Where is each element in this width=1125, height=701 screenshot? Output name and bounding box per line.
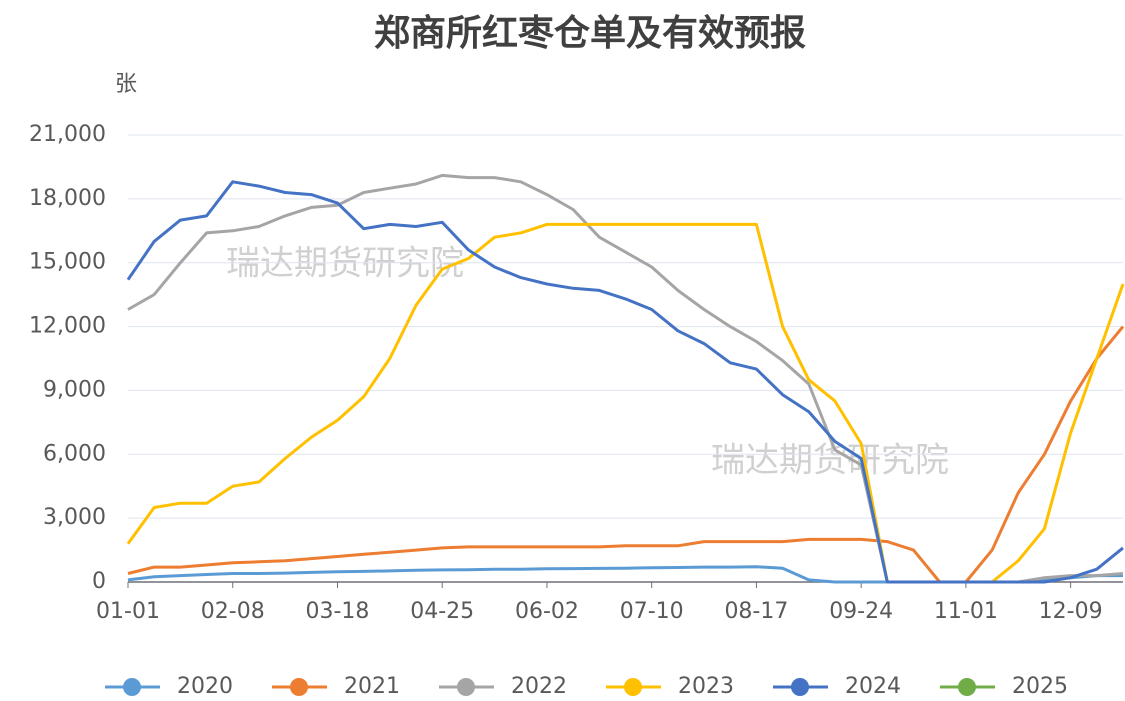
x-tick-label: 04-25 <box>410 599 474 624</box>
legend-label: 2023 <box>678 674 734 699</box>
legend-marker <box>624 678 642 696</box>
x-tick-label: 09-24 <box>829 599 893 624</box>
legend-marker <box>791 678 809 696</box>
watermark: 瑞达期货研究院 <box>711 441 949 481</box>
y-tick-label: 9,000 <box>43 377 106 402</box>
x-tick-label: 08-17 <box>724 599 788 624</box>
x-tick-label: 06-02 <box>515 599 579 624</box>
series-line <box>127 173 1124 584</box>
legend-label: 2020 <box>177 674 233 699</box>
series-line <box>126 180 1124 584</box>
y-axis-label: 张 <box>115 72 137 97</box>
x-tick-label: 02-08 <box>201 599 265 624</box>
x-tick-label: 07-10 <box>620 599 684 624</box>
chart-title: 郑商所红枣仓单及有效预报 <box>374 13 806 54</box>
x-tick-label: 03-18 <box>306 599 370 624</box>
legend-label: 2021 <box>344 674 400 699</box>
x-tick-label: 12-09 <box>1039 599 1103 624</box>
legend-label: 2025 <box>1012 674 1068 699</box>
watermark: 瑞达期货研究院 <box>226 244 464 284</box>
legend-marker <box>958 678 976 696</box>
y-tick-label: 3,000 <box>43 505 106 530</box>
legend-marker <box>290 678 308 696</box>
legend-marker <box>123 678 141 696</box>
y-tick-label: 15,000 <box>29 250 106 275</box>
x-tick-label: 11-01 <box>934 599 998 624</box>
x-tick-label: 01-01 <box>96 599 160 624</box>
y-tick-label: 21,000 <box>29 122 106 147</box>
legend-label: 2024 <box>845 674 901 699</box>
y-tick-label: 18,000 <box>29 186 106 211</box>
y-tick-label: 0 <box>92 569 106 594</box>
y-tick-label: 6,000 <box>43 441 106 466</box>
legend-label: 2022 <box>511 674 567 699</box>
legend-marker <box>457 678 475 696</box>
y-tick-label: 12,000 <box>29 314 106 339</box>
